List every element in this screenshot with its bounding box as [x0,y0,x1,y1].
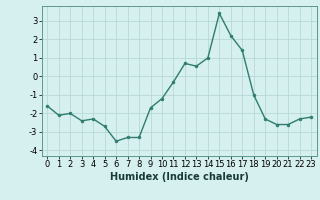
X-axis label: Humidex (Indice chaleur): Humidex (Indice chaleur) [110,172,249,182]
